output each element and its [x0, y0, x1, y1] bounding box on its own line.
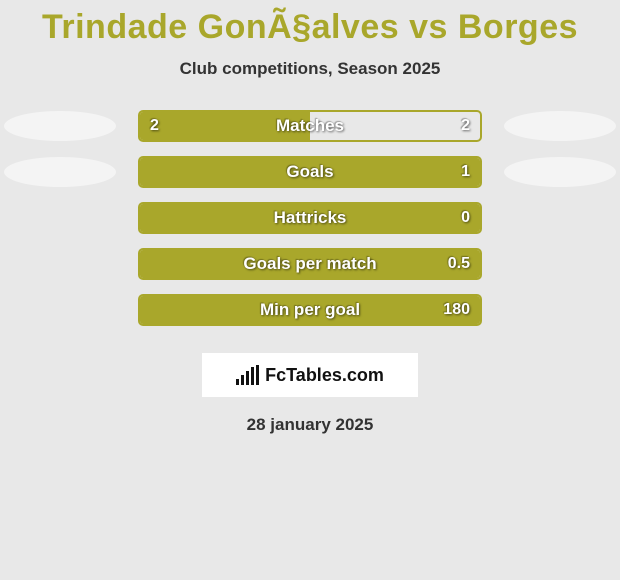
subtitle: Club competitions, Season 2025	[0, 59, 620, 79]
bar-fill	[140, 250, 480, 278]
bar-track	[138, 202, 482, 234]
bar-fill	[140, 204, 480, 232]
ellipse-right-icon	[504, 111, 616, 141]
bar-fill	[140, 296, 480, 324]
bar-track	[138, 248, 482, 280]
bar-track	[138, 156, 482, 188]
stat-rows: Matches22Goals1Hattricks0Goals per match…	[0, 109, 620, 339]
stat-row: Min per goal180	[0, 293, 620, 339]
bar-fill	[140, 112, 310, 140]
stat-row: Goals1	[0, 155, 620, 201]
ellipse-left-icon	[4, 111, 116, 141]
bar-track	[138, 110, 482, 142]
bar-fill	[140, 158, 480, 186]
logo-text: FcTables.com	[265, 365, 384, 386]
bar-track	[138, 294, 482, 326]
stat-row: Hattricks0	[0, 201, 620, 247]
ellipse-left-icon	[4, 157, 116, 187]
footer-date: 28 january 2025	[0, 415, 620, 435]
logo-box: FcTables.com	[202, 353, 418, 397]
logo-icon	[236, 365, 259, 385]
page-title: Trindade GonÃ§alves vs Borges	[0, 0, 620, 47]
stat-row: Goals per match0.5	[0, 247, 620, 293]
ellipse-right-icon	[504, 157, 616, 187]
stat-row: Matches22	[0, 109, 620, 155]
